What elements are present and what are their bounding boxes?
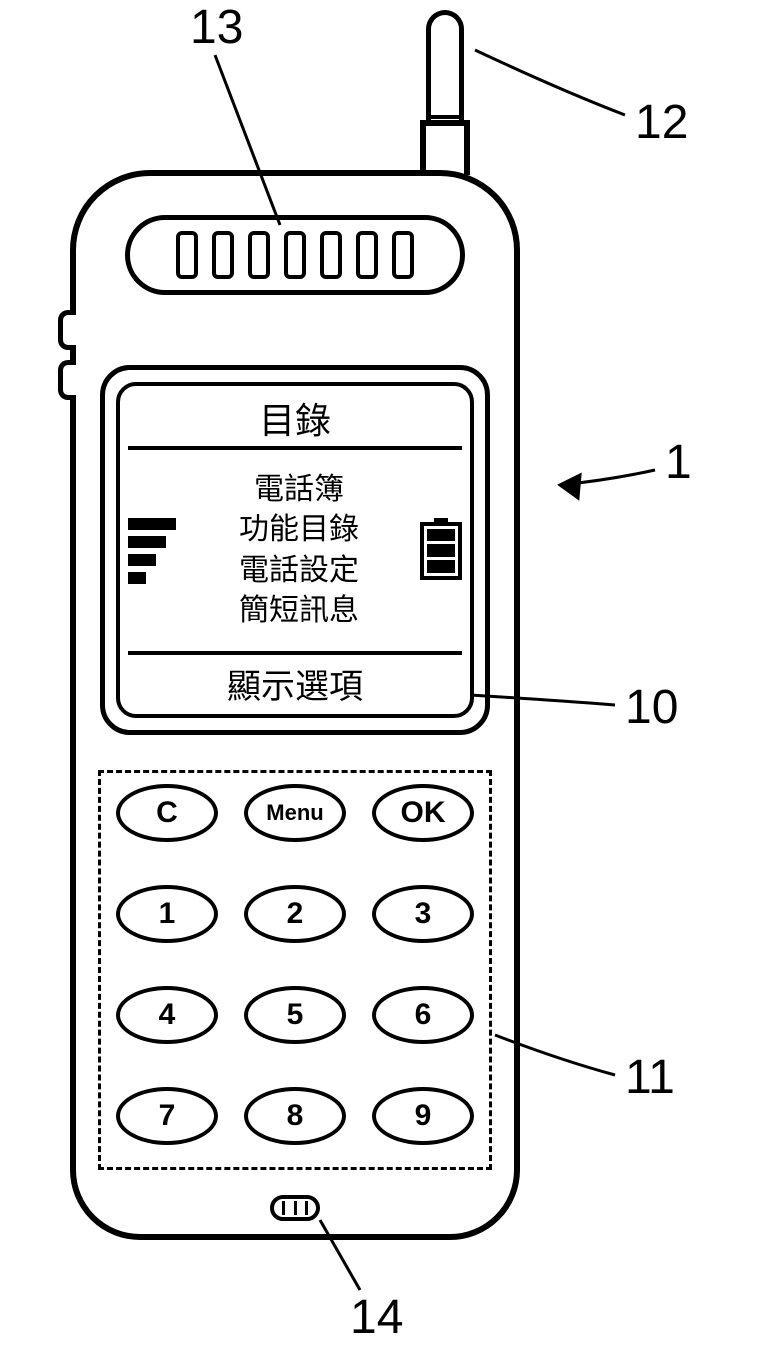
- diagram-canvas: 目錄 電話簿 功能目錄 電話設定 簡短訊息 顯示選項 C: [0, 0, 763, 1351]
- leader-lines: [0, 0, 763, 1351]
